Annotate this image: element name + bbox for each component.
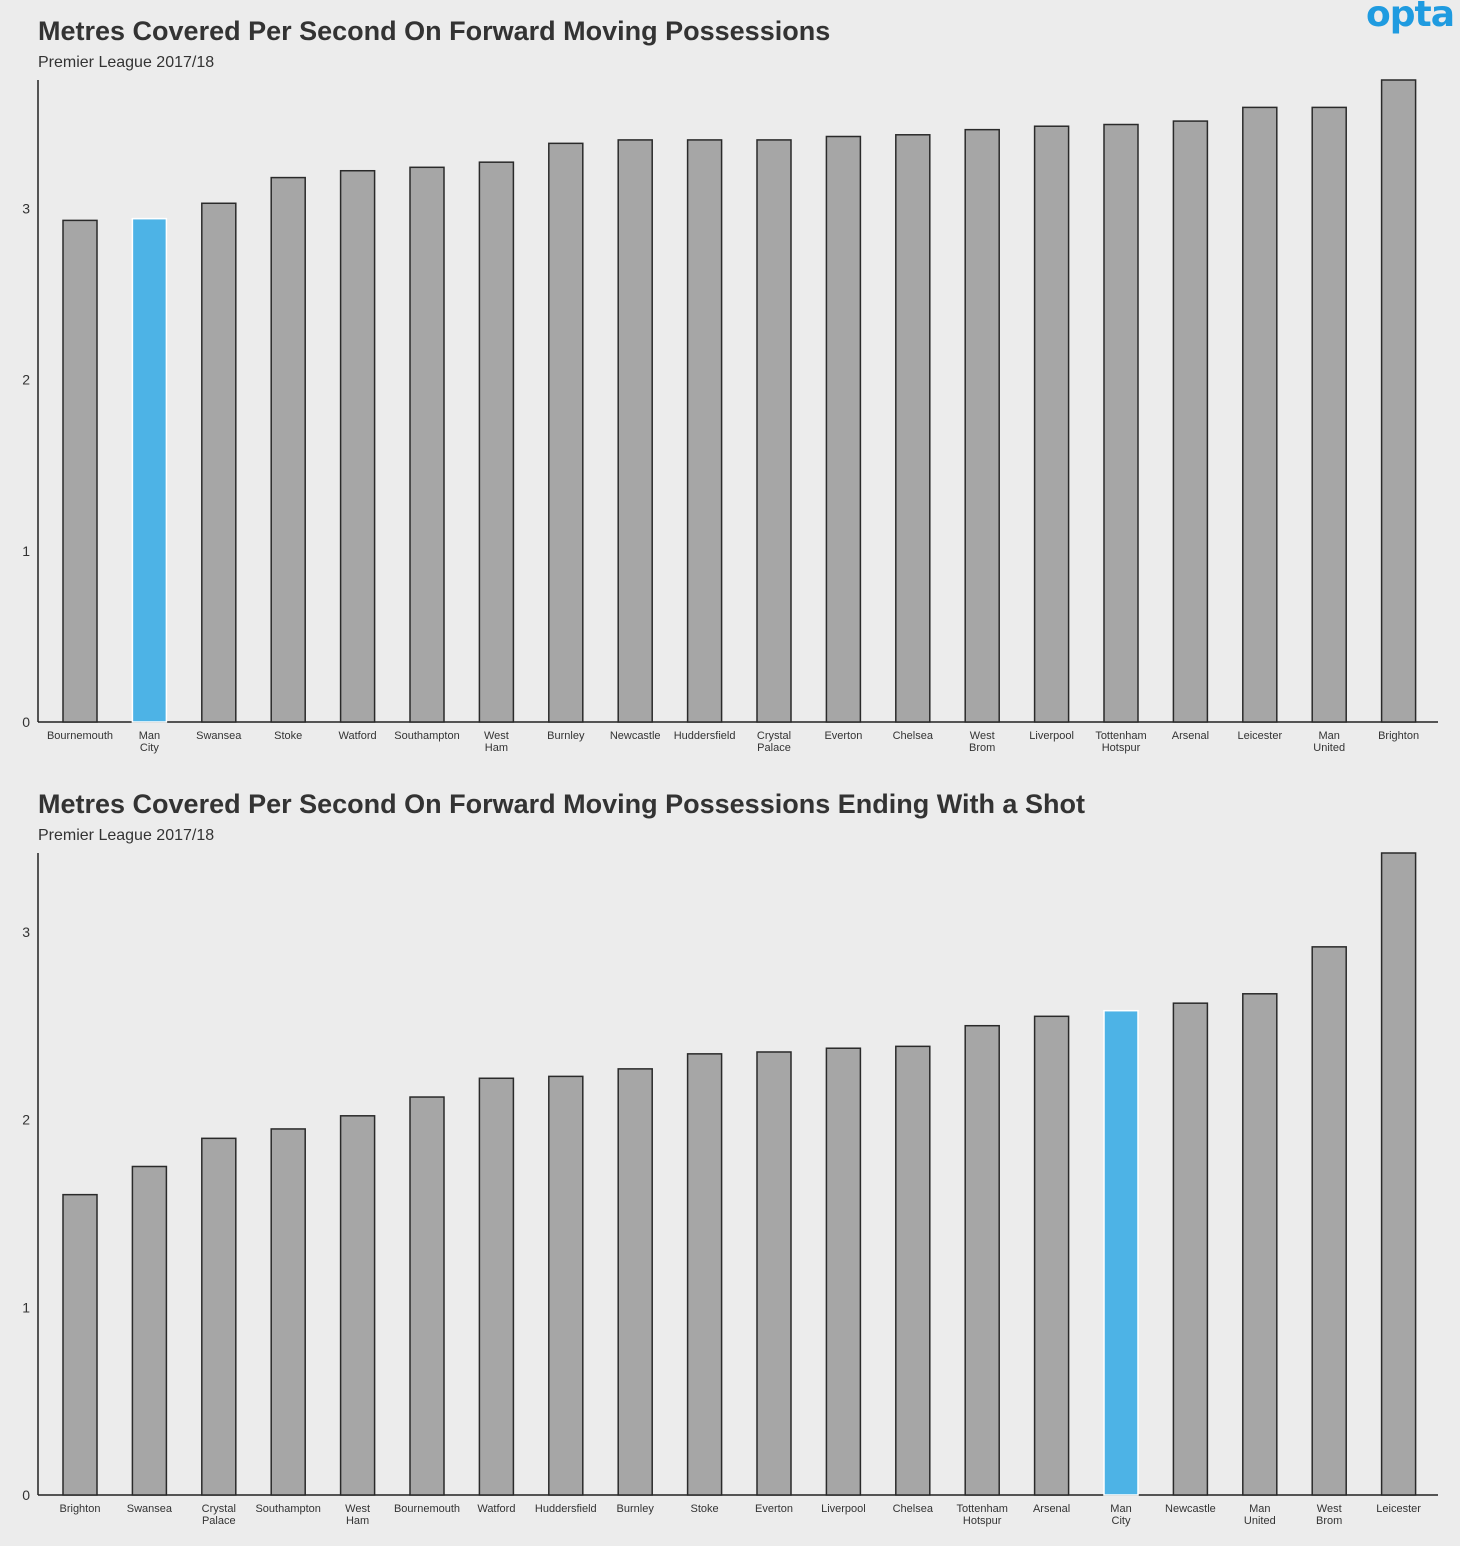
chart-1-subtitle: Premier League 2017/18 [38,54,215,71]
bar-west-brom [1311,946,1347,1496]
x-category-label: Man City [1110,1503,1131,1527]
chart-2-subtitle: Premier League 2017/18 [38,827,215,844]
bar-west-ham [339,1115,376,1496]
x-category-label: West Brom [1316,1503,1342,1527]
bar-everton [825,135,862,723]
x-category-label: Tottenham Hotspur [957,1503,1008,1527]
chart-2-title: Metres Covered Per Second On Forward Mov… [38,789,1085,819]
bar-liverpool [1033,125,1070,723]
x-category-label: Crystal Palace [202,1503,236,1527]
x-category-label: Arsenal [1172,730,1209,742]
x-category-label: Liverpool [1029,730,1074,742]
x-category-label: Bournemouth [47,730,113,742]
x-category-label: Newcastle [1165,1503,1216,1515]
x-category-label: Watford [477,1503,515,1515]
y-tick-label: 3 [22,200,30,216]
x-category-label: Leicester [1376,1503,1421,1515]
y-tick-label: 3 [22,924,30,940]
x-category-label: Brighton [1378,730,1419,742]
bar-brighton [1380,79,1417,723]
bar-newcastle [617,139,653,723]
bar-tottenham-hotspur [1103,123,1139,723]
x-category-label: Arsenal [1033,1503,1070,1515]
bar-crystal-palace [756,139,792,723]
bar-swansea [201,202,237,723]
y-tick-label: 1 [22,1299,30,1315]
x-category-label: Leicester [1237,730,1282,742]
x-category-label: Newcastle [610,730,661,742]
bar-west-brom [964,128,1000,723]
bar-southampton [270,1128,306,1496]
bar-burnley [548,142,584,723]
y-tick-label: 2 [22,372,30,388]
x-category-label: Crystal Palace [757,730,791,754]
bar-man-united [1242,993,1278,1496]
bar-leicester [1380,852,1417,1496]
x-category-label: Huddersfield [535,1503,597,1515]
bar-watford [478,1077,515,1496]
bar-arsenal [1172,120,1209,723]
bar-everton [756,1051,792,1496]
y-tick-label: 0 [22,1487,30,1503]
x-category-label: Man United [1244,1503,1276,1527]
y-tick-label: 1 [22,543,30,559]
bar-stoke [686,1053,723,1496]
opta-logo: opta [1365,0,1455,35]
bar-bournemouth [62,219,98,723]
x-category-label: Man United [1313,730,1345,754]
chart-forward-possessions: 0 1 2 3 Bournemouth Man City Swansea Stoke Watfor… [22,79,1438,754]
bar-southampton [409,166,445,723]
y-tick-label: 0 [22,714,30,730]
x-category-label: West Ham [484,730,509,754]
chart-1-title: Metres Covered Per Second On Forward Mov… [38,16,831,46]
bar-arsenal [1033,1015,1070,1496]
bar-chelsea [895,134,931,723]
bar-newcastle [1172,1002,1209,1496]
x-category-label: West Brom [969,730,995,754]
x-category-label: Everton [755,1503,793,1515]
bar-chelsea [895,1045,931,1496]
x-category-label: Burnley [547,730,585,742]
x-category-label: Liverpool [821,1503,866,1515]
x-category-label: Everton [824,730,862,742]
x-category-label: Burnley [617,1503,655,1515]
x-category-label: Southampton [255,1503,320,1515]
bar-liverpool [825,1047,862,1496]
x-category-label: Chelsea [893,730,934,742]
bar-crystal-palace [201,1137,237,1496]
bar-man-united [1311,106,1347,723]
bar-man-city [131,217,168,723]
bar-brighton [62,1193,98,1496]
bar-huddersfield [548,1075,584,1496]
bar-watford [339,169,376,723]
bar-swansea [131,1165,168,1496]
x-category-label: Huddersfield [674,730,736,742]
x-category-label: West Ham [345,1503,370,1527]
y-tick-label: 2 [22,1112,30,1128]
bar-west-ham [478,161,515,723]
x-category-label: Man City [139,730,160,754]
x-category-label: Watford [339,730,377,742]
bar-tottenham-hotspur [964,1024,1000,1496]
bar-man-city [1103,1009,1139,1496]
x-category-label: Stoke [691,1503,719,1515]
x-category-label: Brighton [60,1503,101,1515]
x-category-label: Southampton [394,730,459,742]
x-category-label: Chelsea [893,1503,934,1515]
x-category-label: Bournemouth [394,1503,460,1515]
x-category-label: Tottenham Hotspur [1095,730,1146,754]
x-category-label: Swansea [127,1503,173,1515]
bar-burnley [617,1068,653,1496]
bar-stoke [270,176,306,723]
x-category-label: Swansea [196,730,242,742]
bar-huddersfield [686,139,723,723]
bar-leicester [1242,106,1278,723]
x-category-label: Stoke [274,730,302,742]
bar-bournemouth [409,1096,445,1496]
